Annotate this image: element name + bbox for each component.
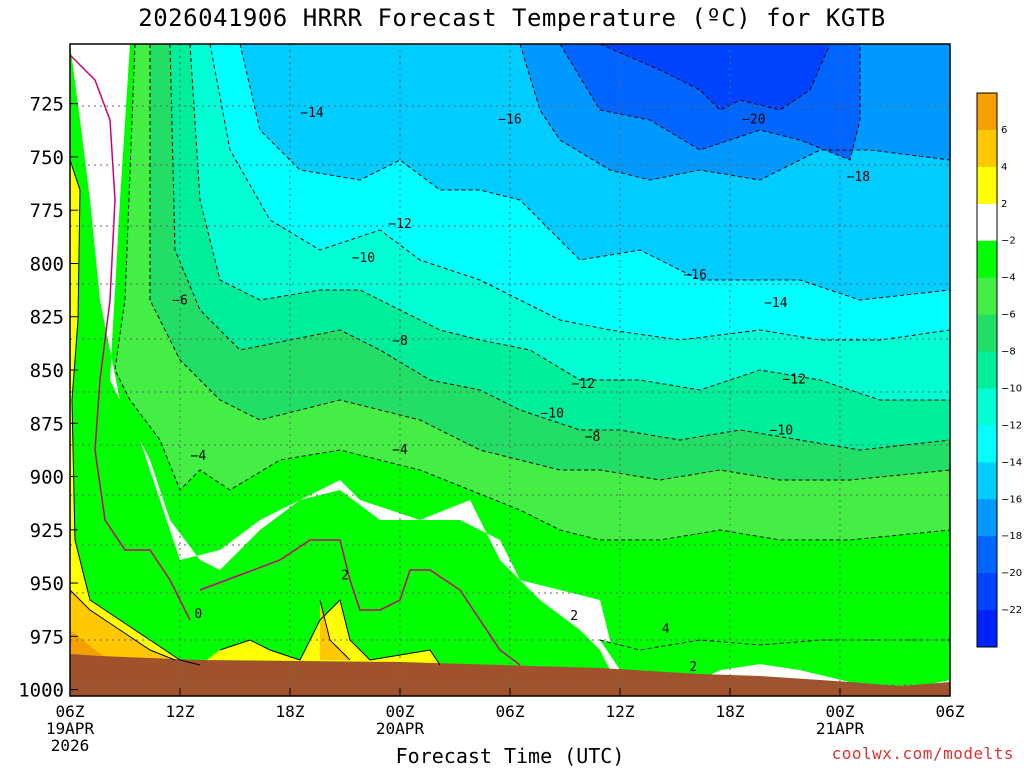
colorbar-swatch [977, 536, 997, 574]
contour-label: −8 [585, 430, 601, 445]
credit-link[interactable]: coolwx.com/modelts [831, 744, 1014, 763]
y-tick-label: 925 [30, 520, 64, 542]
contour-label: −10 [352, 251, 375, 266]
x-tick-label: 00Z [386, 702, 415, 721]
contour-label: 4 [662, 622, 670, 637]
colorbar-swatch [977, 573, 997, 611]
y-tick-label: 850 [30, 360, 64, 382]
colorbar-label: −22 [1001, 605, 1022, 616]
x-date-label: 19APR [46, 719, 95, 738]
contour-label: −10 [770, 424, 793, 439]
x-tick-label: 06Z [936, 702, 965, 721]
y-tick-label: 975 [30, 626, 64, 648]
y-tick-label: 750 [30, 147, 64, 169]
colorbar-label: −16 [1001, 494, 1022, 505]
region-minus-20 [600, 44, 830, 110]
chart-title: 2026041906 HRRR Forecast Temperature (ºC… [138, 4, 886, 32]
contour-label: −6 [172, 294, 188, 309]
contour-label: −16 [683, 268, 706, 283]
zero-degree-contour [70, 54, 521, 666]
contour-label: −16 [498, 113, 521, 128]
contour-labels: −14 −16 −20 −18 −12 −10 −16 −6 −14 −8 −12 −12 −10 −10… [172, 106, 870, 675]
y-tick-label: 900 [30, 467, 64, 489]
colorbar-label: 6 [1001, 125, 1007, 136]
contour-label: 2 [341, 569, 349, 584]
y-tick-label: 800 [30, 253, 64, 275]
region-minus-2 [70, 44, 950, 696]
y-tick-label: 875 [30, 413, 64, 435]
contour-label: −12 [388, 217, 411, 232]
colorbar-swatch [977, 314, 997, 353]
colorbar-label: −12 [1001, 420, 1022, 431]
colorbar-label: 2 [1001, 199, 1007, 210]
colorbar-swatch [977, 499, 997, 537]
y-tick-label: 775 [30, 200, 64, 222]
positive-contour-lines [70, 159, 441, 666]
contour-label: 0 [194, 607, 202, 622]
colorbar-swatch [977, 388, 997, 426]
y-tick-label: 825 [30, 307, 64, 329]
y-tick-label: 725 [30, 94, 64, 116]
y-tick-label: 950 [30, 573, 64, 595]
contour-label: −14 [764, 296, 788, 311]
colorbar-label: −8 [1001, 347, 1016, 358]
contour-label: −14 [300, 106, 324, 121]
region-plus-2 [70, 160, 440, 665]
colorbar-swatch [977, 129, 997, 168]
colorbar-label: −6 [1001, 310, 1016, 321]
colorbar-swatch [977, 203, 997, 242]
colorbar-swatch [977, 277, 997, 316]
colorbar-label: −4 [1001, 273, 1016, 284]
colorbar-swatch [977, 351, 997, 389]
region-plus-6 [70, 630, 110, 662]
contour-label: −10 [540, 407, 563, 422]
contour-label: −8 [392, 334, 408, 349]
y-tick-label: 1000 [18, 680, 64, 702]
contour-label: 2 [570, 609, 578, 624]
contour-label: −18 [847, 170, 870, 185]
colorbar-swatch [977, 462, 997, 500]
x-tick-label: 06Z [56, 702, 85, 721]
contour-label: −4 [191, 449, 207, 464]
x-date-label: 20APR [376, 719, 425, 738]
colorbar: 6 4 2 −2 −4 −6 −8 −10 −12 −14 −16 −18 −20 −22 [976, 92, 1022, 648]
colorbar-label: −20 [1001, 568, 1022, 579]
colorbar-swatch [977, 610, 997, 648]
x-year-label: 2026 [51, 736, 90, 755]
region-plus-4 [70, 590, 350, 665]
contour-label: −12 [572, 377, 595, 392]
x-tick-label: 18Z [276, 702, 305, 721]
contour-label: −4 [392, 443, 408, 458]
x-tick-label: 12Z [606, 702, 635, 721]
contour-label: −12 [782, 373, 805, 388]
contour-label: −20 [742, 113, 765, 128]
colorbar-label: −10 [1001, 383, 1022, 394]
colorbar-frame [976, 92, 998, 648]
colorbar-label: −2 [1001, 236, 1016, 247]
x-tick-label: 00Z [826, 702, 855, 721]
colorbar-label: 4 [1001, 162, 1007, 173]
colorbar-label: −18 [1001, 531, 1022, 542]
y-axis: 725 750 775 800 825 850 875 900 925 950 975 1000 [18, 94, 78, 702]
x-date-label: 21APR [816, 719, 865, 738]
colorbar-swatch [977, 425, 997, 463]
region-minus-4 [70, 44, 950, 696]
grid-lines [70, 44, 950, 696]
contour-label: 2 [689, 660, 697, 675]
colorbar-swatch [977, 166, 997, 205]
colorbar-swatch [977, 93, 997, 131]
colorbar-label: −14 [1001, 457, 1022, 468]
x-axis-title: Forecast Time (UTC) [395, 744, 625, 768]
x-tick-label: 12Z [166, 702, 195, 721]
x-tick-label: 06Z [496, 702, 525, 721]
x-tick-label: 18Z [716, 702, 745, 721]
colorbar-swatch [977, 240, 997, 279]
